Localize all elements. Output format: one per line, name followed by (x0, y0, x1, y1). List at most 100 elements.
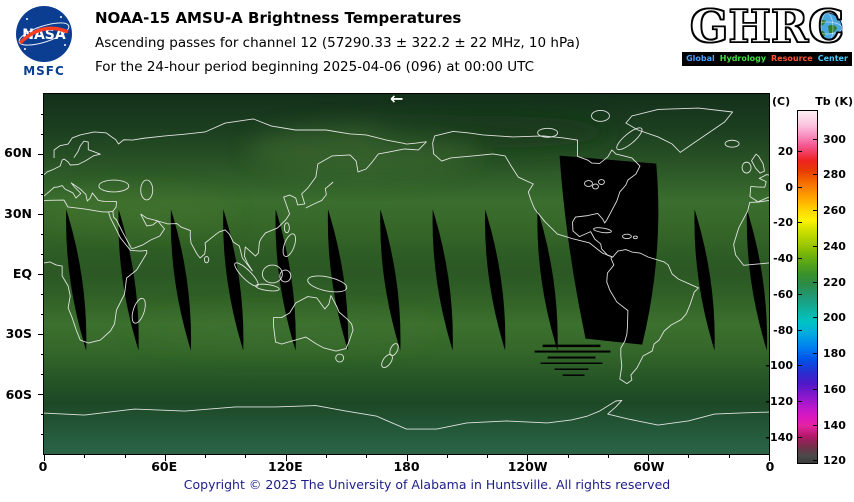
lat-tick (41, 134, 44, 135)
lat-tick (38, 154, 44, 155)
colorbar-k-label: 240 (823, 239, 846, 253)
lon-tick (567, 455, 569, 458)
colorbar-kelvin-labels: 300 280 260 240 220 200 180 160 140 120 (823, 110, 853, 468)
ghrc-logo[interactable]: GHRC Global Hydrology Resource Center (682, 0, 852, 66)
lat-tick (41, 354, 44, 355)
gap-streak (380, 209, 401, 351)
lon-tick (366, 455, 368, 458)
colorbar-c-label: -20 (773, 216, 793, 230)
colorbar-c-label: -60 (773, 287, 793, 301)
nasa-logo[interactable]: NASA MSFC (12, 5, 76, 78)
colorbar-k-label: 140 (823, 418, 846, 432)
colorbar-k-label: 300 (823, 132, 846, 146)
lon-tick (446, 455, 448, 458)
colorbar-k-label: 180 (823, 347, 846, 361)
lat-tick (41, 174, 44, 175)
ghrc-tagline-word: Center (817, 54, 848, 63)
gap-stripe (562, 374, 585, 376)
colorbar-c-label: 20 (777, 144, 793, 158)
lat-tick (41, 234, 44, 235)
gap-streak (432, 209, 453, 351)
gap-streak (275, 209, 296, 351)
lon-tick (44, 455, 45, 461)
ghrc-tagline-word: Hydrology (719, 54, 767, 63)
brightness-temperature-map (44, 94, 769, 454)
gap-streak (223, 209, 244, 351)
page-title: NOAA-15 AMSU-A Brightness Temperatures (95, 9, 462, 27)
lat-tick (41, 414, 44, 415)
colorbar-units: (C) Tb (K) (772, 95, 853, 108)
lon-label: 0 (38, 459, 48, 474)
colorbar-k-label: 120 (823, 454, 846, 468)
temperature-patches (44, 115, 613, 348)
lat-label: 60N (4, 145, 32, 161)
gap-stripe (554, 368, 589, 370)
lon-tick (164, 455, 166, 461)
lon-label: 120E (268, 459, 303, 474)
gap-stripe (534, 350, 611, 353)
subtitle: Ascending passes for channel 12 (57290.3… (95, 35, 581, 51)
colorbar-c-label: 0 (785, 180, 793, 194)
title-block: NOAA-15 AMSU-A Brightness Temperatures A… (95, 9, 580, 83)
lon-label: 0 (765, 459, 775, 474)
colorbar-celsius-unit: (C) (772, 95, 791, 108)
gap-stripe (540, 362, 603, 364)
lon-tick (406, 455, 408, 461)
lon-label: 120W (507, 459, 548, 474)
lat-label: 30S (5, 326, 32, 342)
gap-streak (170, 209, 192, 351)
gap-streak (118, 209, 139, 351)
colorbar-kelvin-unit: Tb (K) (815, 95, 853, 108)
gap-stripe (547, 356, 596, 359)
ghrc-tagline-word: Global (686, 54, 715, 63)
gap-streak (746, 209, 768, 351)
gap-streak (485, 209, 506, 351)
lon-tick (607, 455, 609, 458)
ghrc-tagline: Global Hydrology Resource Center (682, 52, 852, 66)
lat-tick (38, 214, 44, 215)
lon-tick (285, 455, 287, 461)
lon-label: 60W (633, 459, 665, 474)
lat-tick (41, 194, 44, 195)
gap-stripe (542, 344, 601, 348)
colorbar-c-label: -100 (765, 359, 793, 373)
colorbar-c-label: -40 (773, 252, 793, 266)
lat-label: 60S (5, 386, 32, 402)
wide-gap (559, 155, 659, 345)
lat-label: 30N (4, 205, 32, 221)
ghrc-tagline-word: Resource (771, 54, 813, 63)
gap-streak (537, 209, 558, 351)
lon-tick (124, 455, 126, 458)
colorbar-k-label: 200 (823, 311, 846, 325)
globe-icon (811, 12, 843, 44)
lon-tick (325, 455, 327, 458)
colorbar-k-label: 160 (823, 382, 846, 396)
ghrc-wordmark: GHRC (689, 0, 845, 53)
west-arrow-icon: ← (390, 89, 404, 108)
lat-tick (41, 374, 44, 375)
lat-tick (38, 274, 44, 275)
lat-tick (41, 294, 44, 295)
colorbar-gradient (797, 110, 818, 464)
lat-tick (41, 434, 44, 435)
colorbar-c-label: -120 (765, 395, 793, 409)
lat-tick (41, 114, 44, 115)
lon-axis: 0 60E 120E 180 120W 60W 0 (39, 459, 775, 475)
colorbar-c-label: -80 (773, 323, 793, 337)
lon-tick (527, 455, 529, 461)
header: NASA MSFC NOAA-15 AMSU-A Brightness Temp… (0, 0, 854, 90)
colorbar-k-label: 280 (823, 168, 846, 182)
lon-label: 60E (151, 459, 178, 474)
colorbar-celsius-labels: 20 0 -20 -40 -60 -80 -100 -120 -140 (760, 110, 793, 464)
lon-tick (487, 455, 489, 458)
lat-label: EQ (12, 266, 32, 281)
gap-streak (66, 209, 87, 351)
nasa-meatball-icon: NASA (16, 6, 72, 62)
lat-tick (41, 314, 44, 315)
lat-axis: 60N 30N EQ 30S 60S (0, 93, 37, 455)
lon-label: 180 (393, 459, 420, 474)
lon-tick (688, 455, 690, 458)
lon-tick (728, 455, 730, 458)
lon-tick (648, 455, 650, 461)
